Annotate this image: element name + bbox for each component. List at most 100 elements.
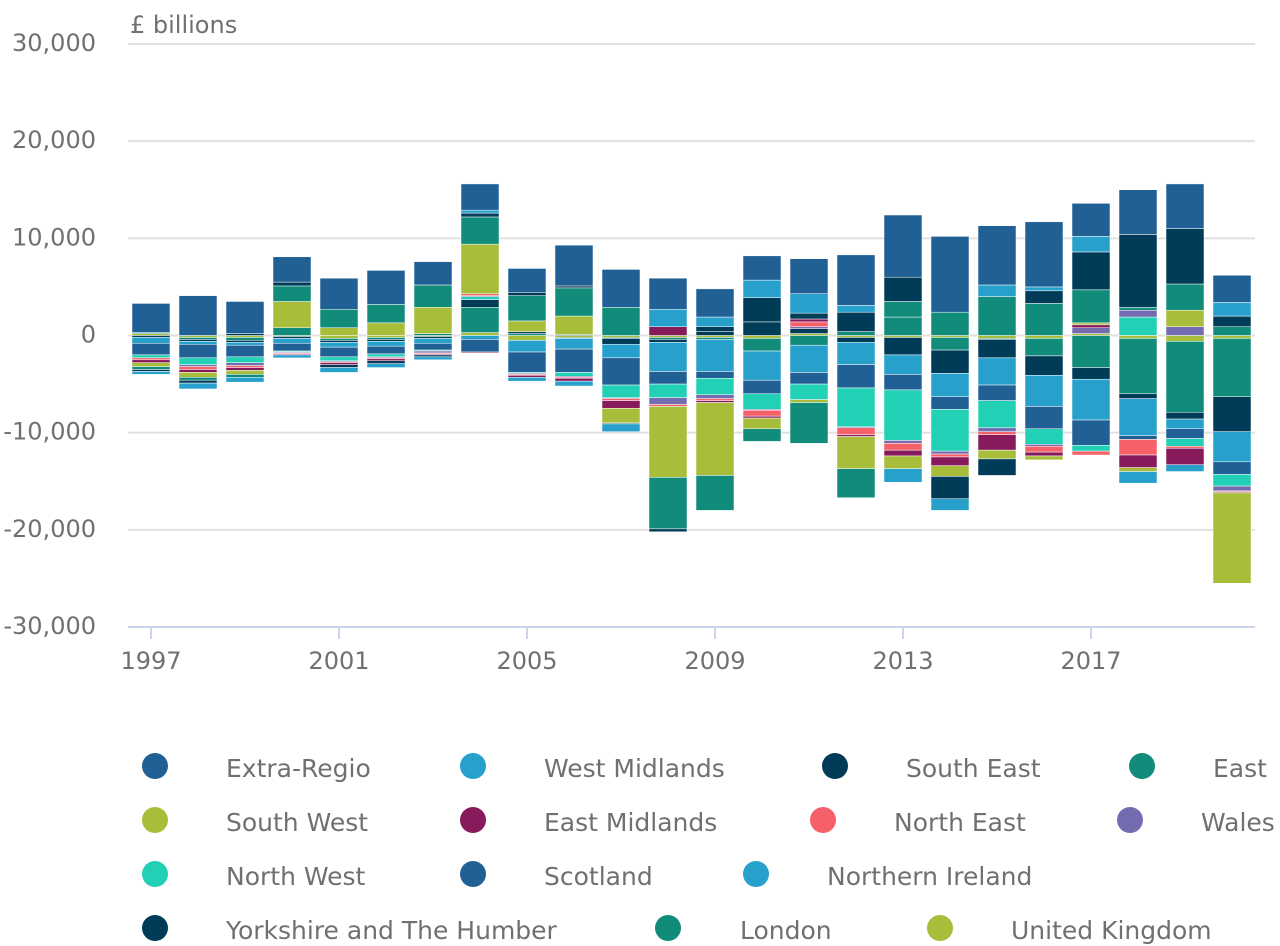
- bar-segment: [648, 335, 688, 338]
- bar-segment: [930, 476, 970, 499]
- bar-segment: [1071, 289, 1111, 324]
- bar-segment: [1118, 393, 1158, 399]
- legend-label: Scotland: [544, 862, 653, 891]
- bar-segment: [507, 292, 547, 296]
- bar-segment: [648, 326, 688, 336]
- bar-segment: [413, 284, 453, 308]
- bar-segment: [1165, 326, 1205, 336]
- bar-segment: [225, 337, 265, 341]
- bar-segment: [554, 348, 594, 373]
- bar-segment: [1212, 302, 1252, 317]
- bar-segment: [695, 398, 735, 401]
- bar-segment: [131, 337, 171, 344]
- bar-segment: [1212, 492, 1252, 584]
- bar-segment: [836, 305, 876, 313]
- legend-label: Wales: [1201, 808, 1275, 837]
- bar-segment: [366, 363, 406, 368]
- bar-segment: [131, 354, 171, 359]
- bar-segment: [460, 299, 500, 308]
- bar-segment: [1118, 316, 1158, 336]
- bar-segment: [977, 449, 1017, 460]
- legend-swatch: [743, 861, 769, 887]
- bar-segment: [742, 410, 782, 417]
- bar-segment: [413, 333, 453, 336]
- bar-segment: [225, 367, 265, 371]
- bar-segment: [977, 458, 1017, 476]
- bar-segment: [178, 337, 218, 340]
- bar-segment: [1071, 327, 1111, 334]
- legend-label: North East: [894, 808, 1026, 837]
- bar-segment: [131, 369, 171, 372]
- bar-segment: [883, 374, 923, 391]
- bar-segment: [507, 268, 547, 293]
- bar-segment: [460, 243, 500, 294]
- bar-segment: [225, 377, 265, 383]
- bar-segment: [977, 427, 1017, 432]
- legend-swatch: [142, 915, 168, 941]
- bar-segment: [1165, 447, 1205, 465]
- bar-segment: [1024, 335, 1064, 339]
- bar-segment: [930, 456, 970, 466]
- x-tick-label: 2001: [308, 647, 369, 675]
- bar-segment: [695, 339, 735, 372]
- bar-segment: [1165, 335, 1205, 342]
- bar-segment: [131, 343, 171, 356]
- legend-swatch: [142, 861, 168, 887]
- bar-segment: [507, 295, 547, 322]
- bar-segment: [178, 339, 218, 342]
- bar-segment: [1165, 412, 1205, 420]
- bar-segment: [836, 436, 876, 469]
- bar-segment: [319, 335, 359, 339]
- bar-segment: [789, 335, 829, 346]
- bar-segment: [272, 343, 312, 352]
- bar-segment: [883, 468, 923, 483]
- bar-segment: [648, 342, 688, 372]
- bar-segment: [883, 455, 923, 469]
- bar-segment: [178, 366, 218, 370]
- bar-segment: [695, 337, 735, 340]
- y-tick-label: -10,000: [3, 418, 96, 446]
- bar-segment: [1024, 406, 1064, 430]
- bar-segment: [1118, 435, 1158, 440]
- bar-segment: [1071, 378, 1111, 421]
- bar-segment: [836, 434, 876, 437]
- bar-segment: [319, 367, 359, 373]
- bar-segment: [131, 357, 171, 361]
- legend-swatch: [655, 915, 681, 941]
- bar-segment: [930, 335, 970, 338]
- bar-segment: [1024, 221, 1064, 288]
- legend-label: Extra-Regio: [226, 754, 371, 783]
- bar-segment: [883, 389, 923, 441]
- bar-segment: [319, 356, 359, 362]
- bar-segment: [1165, 341, 1205, 413]
- bar-segment: [178, 357, 218, 365]
- bar-segment: [1071, 335, 1111, 368]
- bar-segment: [413, 354, 453, 358]
- bar-segment: [695, 335, 735, 338]
- bar-segment: [695, 475, 735, 511]
- bar-segment: [1118, 471, 1158, 484]
- bar-segment: [178, 335, 218, 338]
- bar-segment: [836, 337, 876, 343]
- bar-segment: [131, 303, 171, 333]
- bar-segment: [742, 338, 782, 352]
- legend-label: United Kingdom: [1011, 916, 1212, 945]
- bar-segment: [460, 296, 500, 300]
- bar-segment: [695, 394, 735, 399]
- bar-segment: [1024, 375, 1064, 407]
- bar-segment: [930, 409, 970, 452]
- bar-segment: [601, 357, 641, 386]
- bar-segment: [413, 261, 453, 286]
- bar-segment: [930, 465, 970, 477]
- bar-segment: [413, 350, 453, 354]
- bar-segment: [1212, 485, 1252, 492]
- bar-segment: [460, 307, 500, 333]
- bar-segment: [131, 371, 171, 375]
- bar-segment: [507, 377, 547, 382]
- bar-segment: [977, 225, 1017, 286]
- bar-segment: [460, 339, 500, 353]
- bar-segment: [1165, 438, 1205, 447]
- bar-segment: [413, 307, 453, 334]
- bar-segment: [977, 339, 1017, 359]
- y-tick-label: 30,000: [12, 29, 96, 57]
